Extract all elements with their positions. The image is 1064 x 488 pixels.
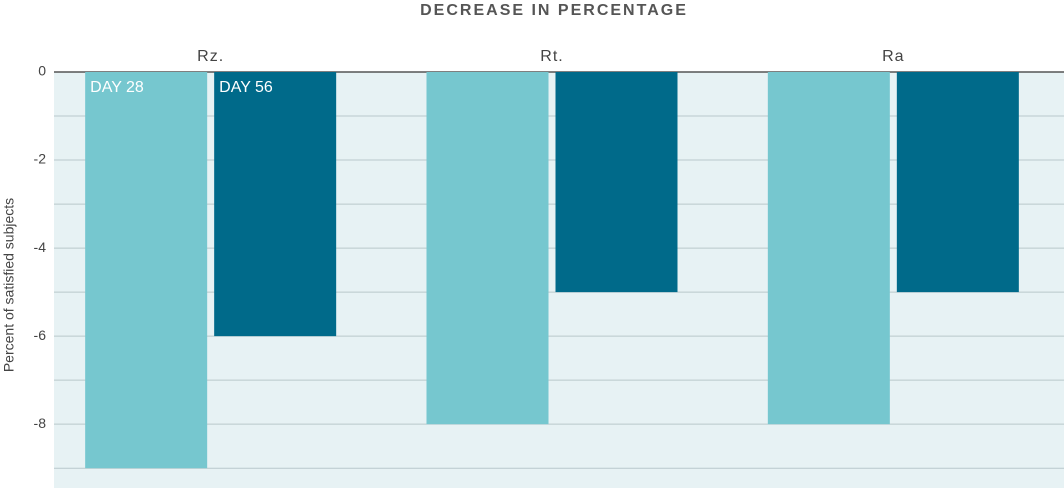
chart-title: DECREASE IN PERCENTAGE — [420, 2, 688, 19]
legend-label: DAY 56 — [219, 79, 273, 96]
bar — [767, 72, 890, 425]
bar — [555, 72, 678, 293]
category-label: Rz. — [197, 48, 224, 65]
y-tick-label: 0 — [38, 63, 46, 79]
bars — [85, 72, 1019, 469]
y-tick-label: -8 — [34, 415, 47, 431]
category-label: Rt. — [540, 48, 563, 65]
y-tick-label: -4 — [34, 239, 47, 255]
bar — [896, 72, 1019, 293]
y-tick-label: -6 — [34, 327, 47, 343]
bar — [426, 72, 549, 425]
y-axis-label: Percent of satisfied subjects — [1, 198, 17, 372]
category-label: Ra — [882, 48, 904, 65]
bar — [85, 72, 208, 469]
legend-label: DAY 28 — [90, 79, 144, 96]
bar — [214, 72, 337, 337]
y-tick-label: -2 — [34, 151, 47, 167]
